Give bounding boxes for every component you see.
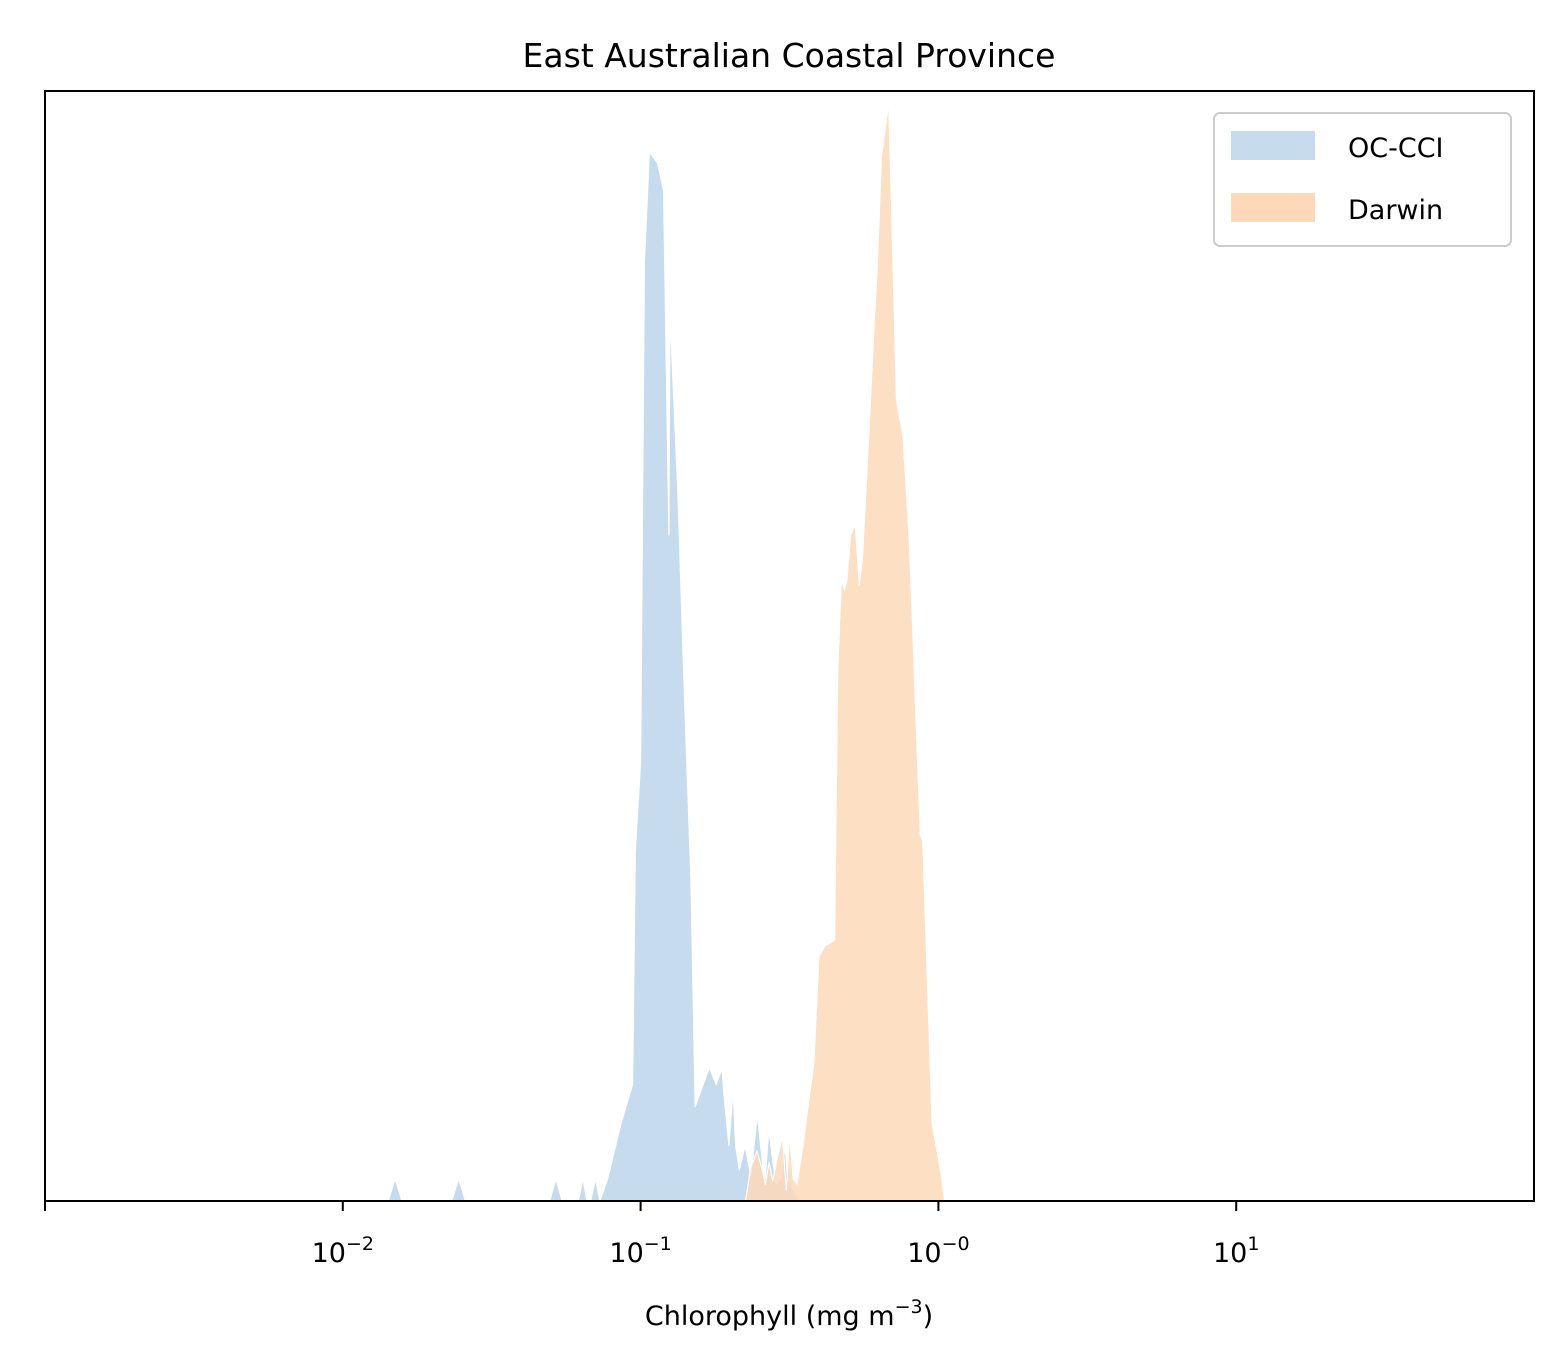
legend: OC-CCI Darwin (1213, 112, 1512, 247)
x-ticks: 10−2 10−1 10−0 101 (44, 1201, 1259, 1269)
x-axis-label-main: Chlorophyll (mg m (645, 1301, 895, 1332)
x-tick-label-exponent: −0 (942, 1233, 970, 1255)
x-tick-label-exponent: −2 (346, 1233, 374, 1255)
plot-area: 10−2 10−1 10−0 101 (44, 90, 1535, 1269)
x-tick-label: 10−2 (312, 1233, 374, 1269)
x-tick-label: 101 (1213, 1233, 1259, 1269)
x-tick-label-exponent: 1 (1247, 1233, 1259, 1255)
x-tick-label-base: 10 (907, 1238, 941, 1269)
x-axis-label-exponent: −3 (895, 1296, 923, 1318)
x-axis-label: Chlorophyll (mg m−3) (645, 1296, 933, 1332)
legend-label-oc-cci: OC-CCI (1348, 133, 1444, 164)
axes-frame (44, 90, 1535, 1202)
x-tick-label-base: 10 (312, 1238, 346, 1269)
x-tick-label: 10−1 (609, 1233, 671, 1269)
chart-title: East Australian Coastal Province (523, 36, 1056, 75)
x-axis-label-suffix: ) (923, 1301, 934, 1332)
axes-background (45, 91, 1534, 1201)
legend-swatch-oc-cci (1231, 131, 1315, 160)
x-tick-label-base: 10 (609, 1238, 643, 1269)
x-tick-label-base: 10 (1213, 1238, 1247, 1269)
series-area-darwin (744, 101, 946, 1202)
x-tick-label-exponent: −1 (644, 1233, 672, 1255)
legend-label-darwin: Darwin (1348, 195, 1443, 226)
legend-swatch-darwin (1231, 193, 1315, 222)
x-tick-label: 10−0 (907, 1233, 969, 1269)
